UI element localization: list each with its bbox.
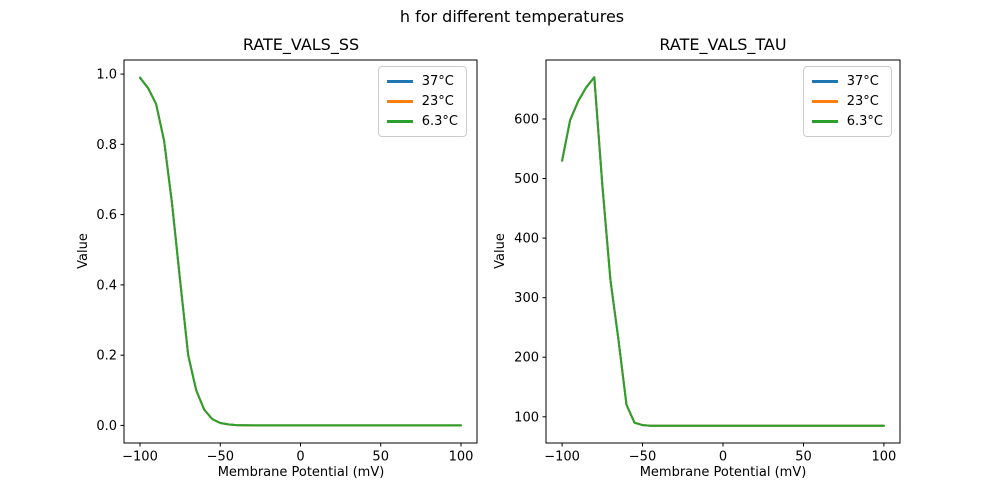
y-tick-label-tau: 500 bbox=[514, 172, 539, 187]
y-tick-label-ss: 1.0 bbox=[96, 68, 117, 83]
y-tick-label-ss: 0.8 bbox=[96, 138, 117, 153]
series-line-tau-6.3°C bbox=[561, 76, 885, 427]
y-tick-label-ss: 0.6 bbox=[96, 208, 117, 223]
legend-entry-37°C: 37°C bbox=[811, 73, 883, 90]
legend-entry-23°C: 23°C bbox=[386, 93, 458, 110]
x-tick-label-tau: −50 bbox=[629, 450, 656, 465]
legend-entry-6.3°C: 6.3°C bbox=[386, 113, 458, 130]
y-axis-label-ss: Value bbox=[76, 233, 91, 269]
y-tick-label-ss: 0.2 bbox=[96, 349, 117, 364]
y-tick-label-ss: 0.0 bbox=[96, 419, 117, 434]
y-tick-label-tau: 400 bbox=[514, 232, 539, 247]
x-axis-label-tau: Membrane Potential (mV) bbox=[639, 465, 807, 480]
legend-label: 23°C bbox=[421, 94, 454, 109]
legend-entry-23°C: 23°C bbox=[811, 93, 883, 110]
legend-entry-37°C: 37°C bbox=[386, 73, 458, 90]
x-axis-label-ss: Membrane Potential (mV) bbox=[217, 465, 385, 480]
x-tick-label-ss: −50 bbox=[207, 450, 234, 465]
x-tick-label-tau: −100 bbox=[544, 450, 580, 465]
legend-tau: 37°C 23°C 6.3°C bbox=[802, 66, 892, 137]
legend-label: 37°C bbox=[421, 74, 454, 89]
legend-label: 23°C bbox=[846, 94, 879, 109]
legend-line-sample-icon bbox=[811, 80, 838, 83]
legend-label: 37°C bbox=[846, 74, 879, 89]
x-tick-label-ss: 50 bbox=[372, 450, 389, 465]
chart-title-rate-vals-ss: RATE_VALS_SS bbox=[242, 35, 360, 54]
x-tick-label-ss: 100 bbox=[449, 450, 474, 465]
legend-label: 6.3°C bbox=[846, 114, 883, 129]
chart-title-rate-vals-tau: RATE_VALS_TAU bbox=[659, 35, 787, 54]
y-tick-label-tau: 100 bbox=[514, 410, 539, 425]
y-tick-label-ss: 0.4 bbox=[96, 278, 117, 293]
x-tick-label-ss: −100 bbox=[122, 450, 158, 465]
legend-line-sample-icon bbox=[386, 80, 413, 83]
x-tick-label-tau: 100 bbox=[871, 450, 896, 465]
y-tick-label-tau: 300 bbox=[514, 291, 539, 306]
legend-line-sample-icon bbox=[811, 120, 838, 123]
legend-line-sample-icon bbox=[386, 100, 413, 103]
legend-entry-6.3°C: 6.3°C bbox=[811, 113, 883, 130]
series-line-ss-6.3°C bbox=[139, 76, 462, 427]
x-tick-label-tau: 50 bbox=[795, 450, 812, 465]
figure-suptitle: h for different temperatures bbox=[399, 7, 625, 26]
legend-line-sample-icon bbox=[386, 120, 413, 123]
x-tick-label-tau: 0 bbox=[719, 450, 727, 465]
y-tick-label-tau: 200 bbox=[514, 351, 539, 366]
legend-ss: 37°C 23°C 6.3°C bbox=[377, 66, 467, 137]
y-axis-label-tau: Value bbox=[493, 233, 508, 269]
legend-label: 6.3°C bbox=[421, 114, 458, 129]
x-tick-label-ss: 0 bbox=[296, 450, 304, 465]
legend-line-sample-icon bbox=[811, 100, 838, 103]
y-tick-label-tau: 600 bbox=[514, 113, 539, 128]
